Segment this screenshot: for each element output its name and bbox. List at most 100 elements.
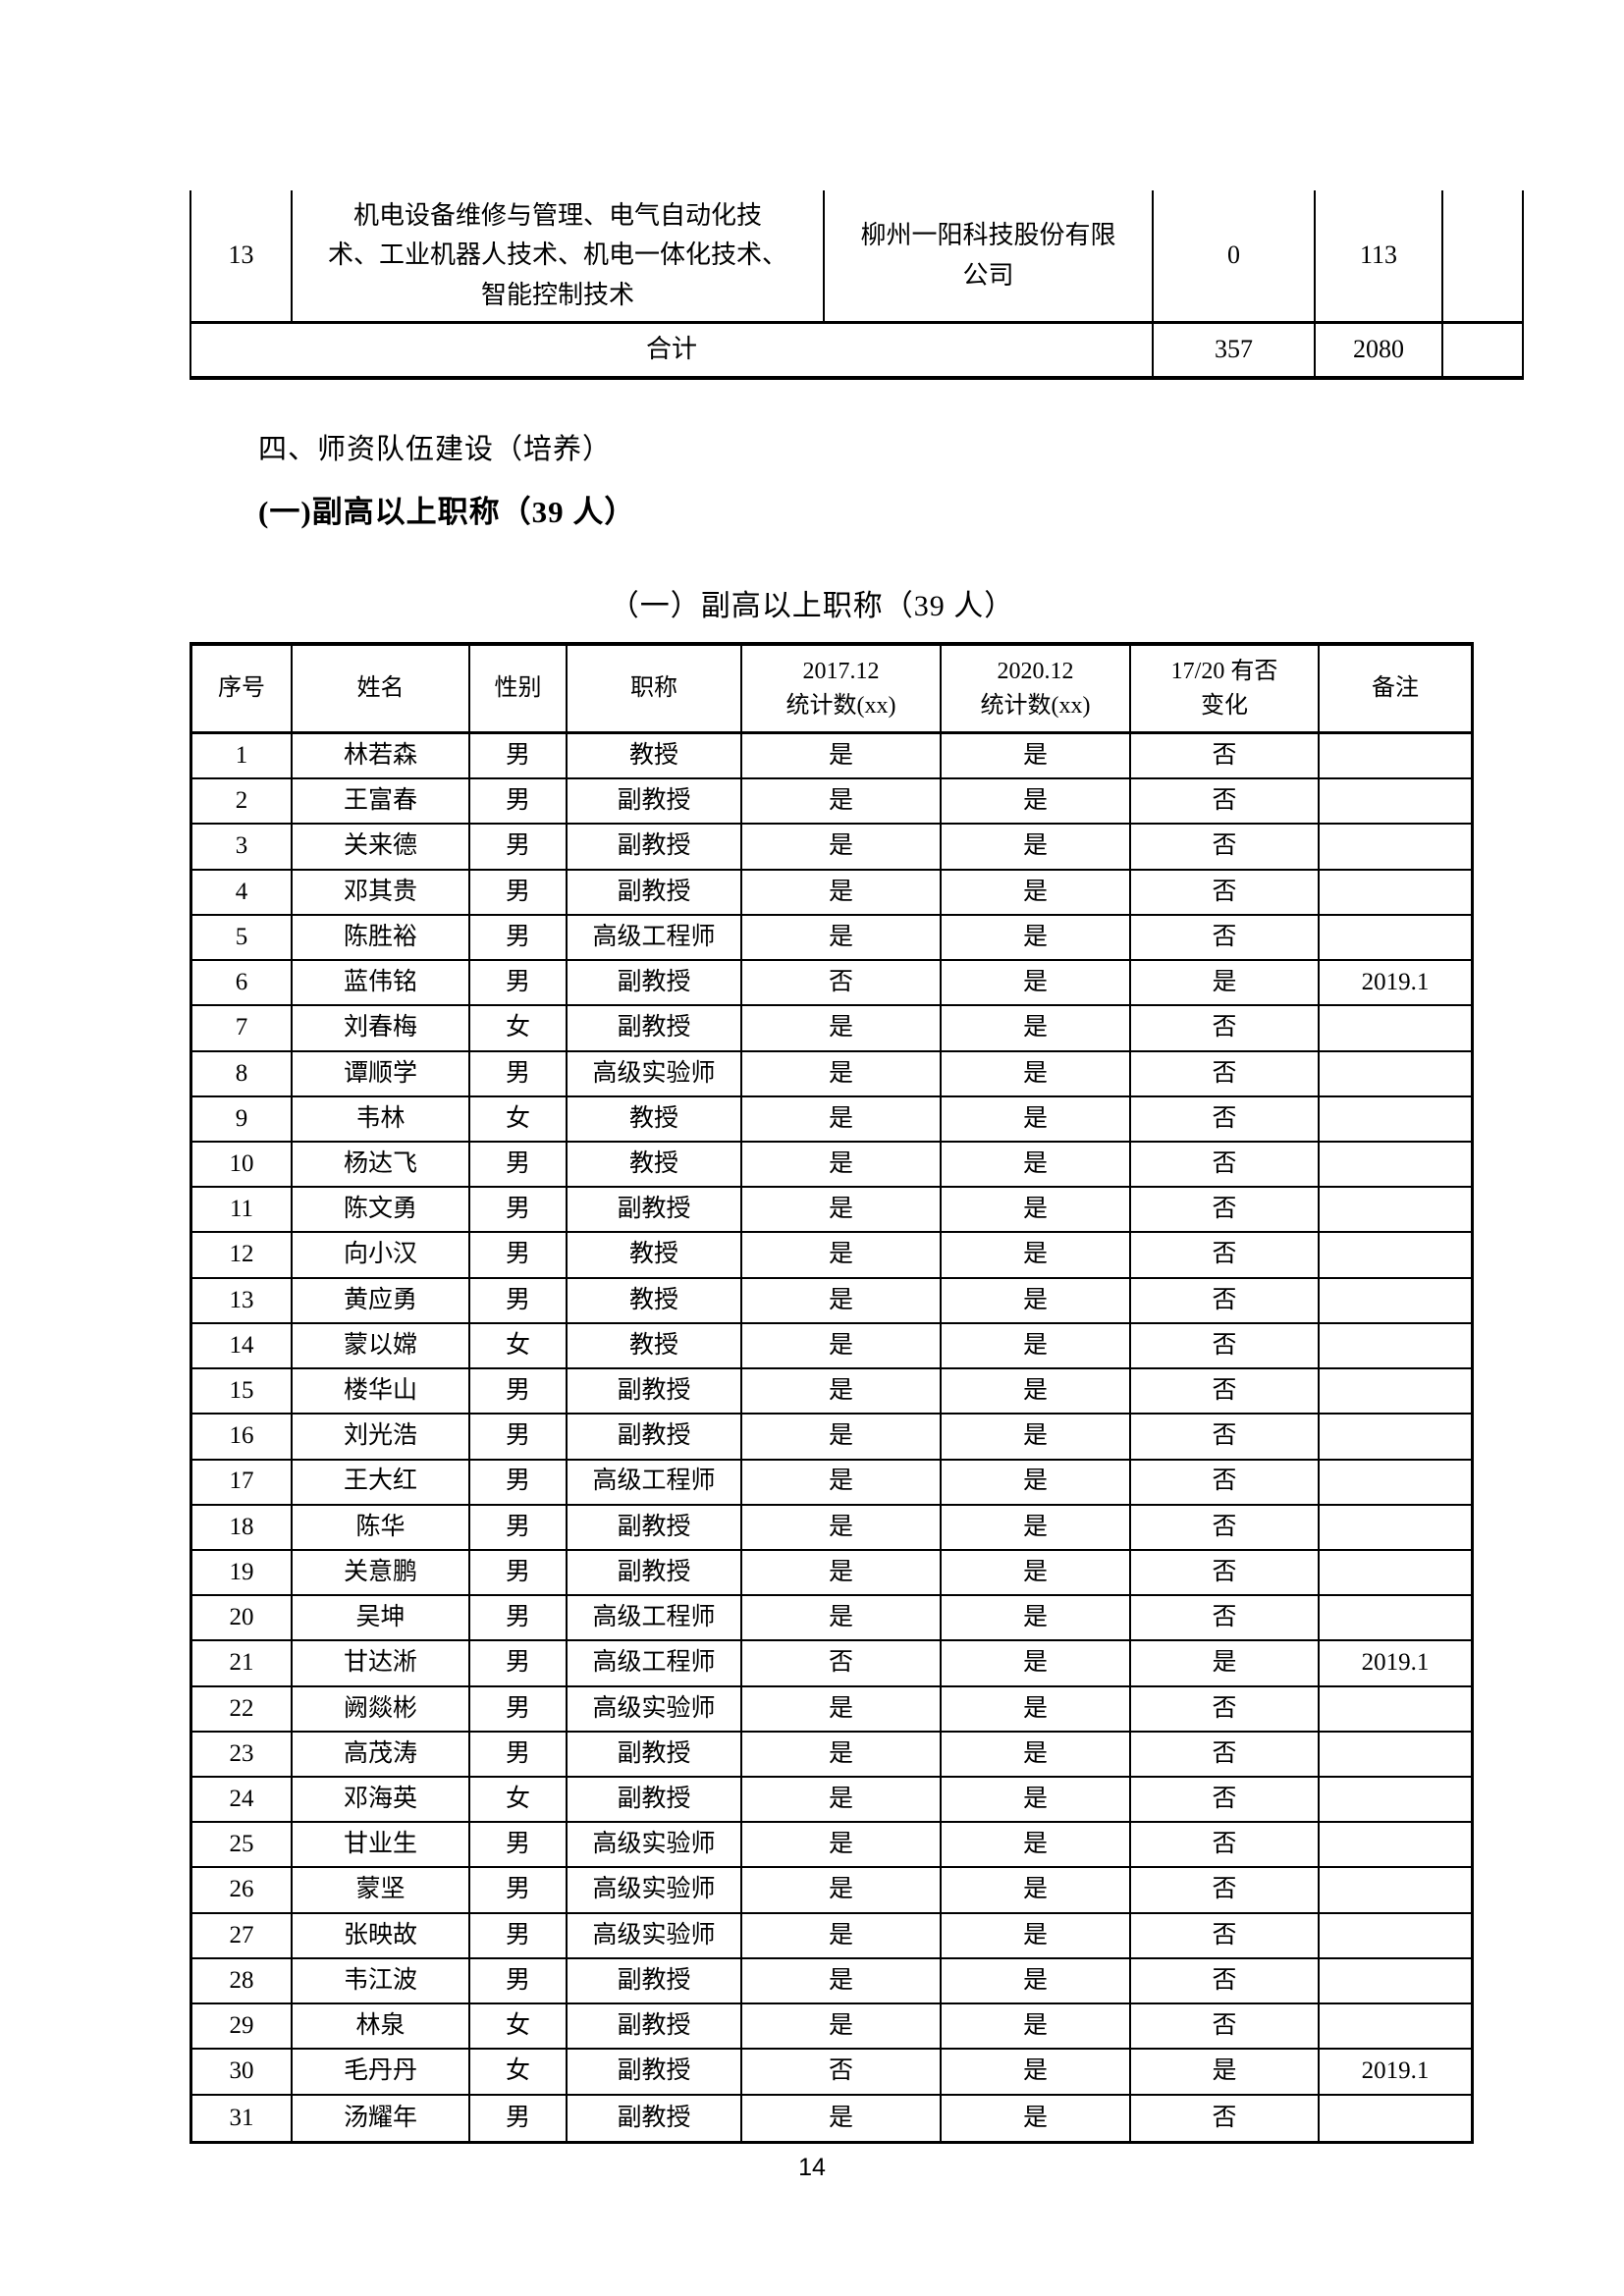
roster-cell: 是 (742, 1686, 942, 1733)
roster-cell: 26 (192, 1868, 293, 1914)
roster-cell: 女 (470, 1006, 568, 1052)
roster-cell: 否 (1131, 1732, 1320, 1779)
roster-cell (1320, 779, 1471, 826)
roster-cell: 是 (942, 961, 1131, 1007)
roster-cell: 8 (192, 1051, 293, 1097)
roster-cell: 楼华山 (293, 1369, 470, 1415)
roster-cell: 是 (942, 1958, 1131, 2005)
roster-cell: 是 (942, 1323, 1131, 1370)
roster-cell: 男 (470, 1868, 568, 1914)
roster-cell: 否 (1131, 1596, 1320, 1642)
roster-cell: 男 (470, 734, 568, 780)
roster-cell: 邓其贵 (293, 870, 470, 916)
roster-cell: 否 (1131, 1958, 1320, 2005)
roster-cell: 副教授 (568, 1369, 742, 1415)
roster-cell (1320, 1914, 1471, 1959)
roster-cell: 副教授 (568, 1778, 742, 1824)
roster-cell: 是 (742, 1913, 942, 1959)
roster-header-cell: 姓名 (293, 646, 470, 734)
roster-cell: 蓝伟铭 (293, 961, 470, 1007)
roster-cell: 2019.1 (1320, 1641, 1471, 1687)
roster-cell: 4 (192, 870, 293, 916)
roster-cell: 陈胜裕 (293, 915, 470, 962)
roster-cell: 女 (470, 2004, 568, 2051)
roster-cell: 是 (942, 1505, 1131, 1551)
roster-cell: 是 (742, 1278, 942, 1324)
roster-cell: 否 (742, 2050, 942, 2096)
roster-cell: 是 (942, 2050, 1131, 2096)
total-note-cell (1443, 324, 1522, 376)
roster-cell: 15 (192, 1369, 293, 1415)
roster-cell: 是 (942, 1823, 1131, 1869)
roster-cell: 否 (1131, 1188, 1320, 1234)
roster-cell: 女 (470, 1778, 568, 1824)
roster-cell: 教授 (568, 1142, 742, 1189)
roster-cell: 否 (1131, 1006, 1320, 1052)
roster-cell: 高级实验师 (568, 1823, 742, 1869)
roster-cell: 男 (470, 1732, 568, 1779)
roster-cell: 18 (192, 1505, 293, 1551)
row13-majors-cell: 机电设备维修与管理、电气自动化技 术、工业机器人技术、机电一体化技术、 智能控制… (293, 190, 825, 324)
roster-cell: 副教授 (568, 2004, 742, 2051)
roster-cell (1320, 1188, 1471, 1234)
roster-cell: 男 (470, 1823, 568, 1869)
roster-cell: 副教授 (568, 1958, 742, 2005)
roster-cell: 否 (1131, 734, 1320, 780)
roster-cell: 是 (742, 1142, 942, 1189)
roster-cell: 关意鹏 (293, 1550, 470, 1597)
roster-cell: 男 (470, 1550, 568, 1597)
roster-cell: 是 (742, 1369, 942, 1415)
roster-cell: 否 (1131, 1460, 1320, 1506)
roster-cell: 教授 (568, 734, 742, 780)
roster-cell: 是 (742, 1868, 942, 1914)
roster-cell: 25 (192, 1823, 293, 1869)
roster-cell: 蒙以嫦 (293, 1323, 470, 1370)
roster-cell: 是 (1131, 1641, 1320, 1687)
majors-summary-table: 13 机电设备维修与管理、电气自动化技 术、工业机器人技术、机电一体化技术、 智… (189, 190, 1524, 380)
roster-cell: 高茂涛 (293, 1732, 470, 1779)
roster-cell: 是 (942, 1732, 1131, 1779)
roster-cell: 是 (742, 1550, 942, 1597)
roster-cell: 是 (942, 1641, 1131, 1687)
roster-cell: 黄应勇 (293, 1278, 470, 1324)
roster-cell: 林若森 (293, 734, 470, 780)
roster-cell: 11 (192, 1188, 293, 1234)
roster-cell (1320, 1415, 1471, 1461)
roster-cell: 2 (192, 779, 293, 826)
roster-cell: 否 (1131, 1505, 1320, 1551)
roster-cell: 甘达淅 (293, 1641, 470, 1687)
roster-cell: 刘春梅 (293, 1006, 470, 1052)
roster-cell: 否 (1131, 915, 1320, 962)
roster-cell: 蒙坚 (293, 1868, 470, 1914)
roster-cell: 高级实验师 (568, 1686, 742, 1733)
roster-cell: 否 (1131, 1686, 1320, 1733)
roster-cell: 男 (470, 779, 568, 826)
roster-cell: 男 (470, 1188, 568, 1234)
roster-cell: 关来德 (293, 825, 470, 871)
roster-cell: 副教授 (568, 1732, 742, 1779)
roster-cell: 女 (470, 2050, 568, 2096)
roster-cell: 男 (470, 2095, 568, 2141)
row13-index-cell: 13 (191, 190, 293, 324)
roster-cell: 否 (742, 1641, 942, 1687)
roster-cell: 高级工程师 (568, 1641, 742, 1687)
roster-cell: 刘光浩 (293, 1415, 470, 1461)
roster-cell: 陈文勇 (293, 1188, 470, 1234)
roster-cell: 是 (942, 2004, 1131, 2051)
roster-cell: 是 (942, 1778, 1131, 1824)
roster-cell: 是 (742, 1323, 942, 1370)
roster-cell: 是 (742, 2095, 942, 2141)
roster-cell: 高级工程师 (568, 915, 742, 962)
roster-cell: 副教授 (568, 1415, 742, 1461)
roster-cell: 是 (742, 1233, 942, 1279)
roster-cell (1320, 1959, 1471, 2005)
roster-header-cell: 序号 (192, 646, 293, 734)
roster-cell: 王大红 (293, 1460, 470, 1506)
roster-cell (1320, 1778, 1471, 1824)
roster-cell (1320, 871, 1471, 916)
roster-cell: 副教授 (568, 1550, 742, 1597)
roster-cell: 是 (742, 1006, 942, 1052)
roster-cell: 7 (192, 1006, 293, 1052)
roster-cell (1320, 1868, 1471, 1914)
roster-cell: 是 (742, 1051, 942, 1097)
